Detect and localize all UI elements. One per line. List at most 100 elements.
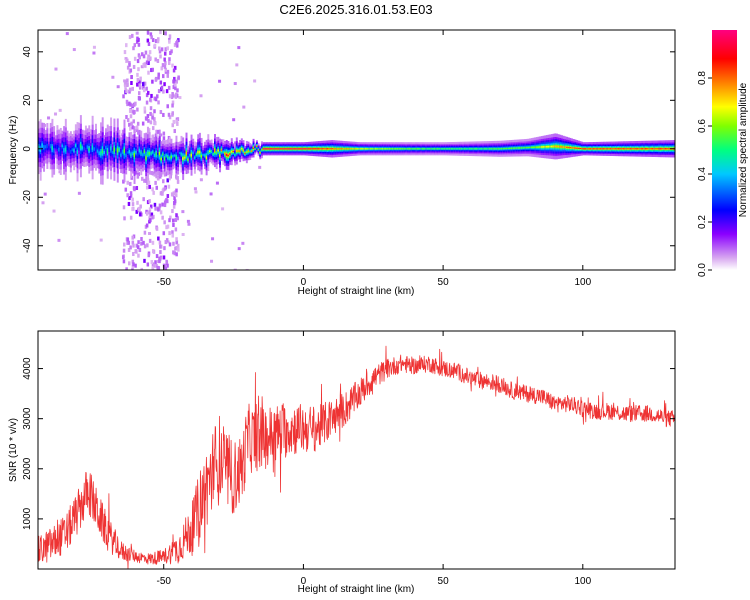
heatmap-noise-cell [143, 258, 146, 263]
heatmap-noise-cell [147, 118, 150, 123]
heatmap-band-cell [276, 148, 279, 150]
heatmap-noise-cell [126, 58, 129, 63]
heatmap-noise-cell [149, 120, 153, 125]
y-tick-label: 2000 [22, 457, 33, 480]
heatmap-noise-cell [193, 187, 197, 191]
heatmap-band-cell [262, 148, 265, 150]
heatmap-band-cell [162, 153, 165, 156]
heatmap-band-cell [307, 148, 310, 150]
heatmap-noise-cell [154, 260, 157, 265]
heatmap-noise-cell [132, 119, 135, 124]
heatmap-noise-cell [149, 56, 152, 61]
heatmap-band-cell [193, 156, 196, 159]
heatmap-band-cell [514, 147, 517, 149]
heatmap-band-cell [86, 145, 89, 149]
heatmap-noise-cell [142, 240, 145, 245]
heatmap-noise-cell [147, 180, 151, 185]
heatmap-band-cell [116, 148, 119, 153]
heatmap-band-cell [120, 153, 123, 157]
heatmap-band-cell [68, 148, 71, 152]
heatmap-band-cell [626, 148, 629, 150]
heatmap-noise-cell [174, 94, 178, 99]
heatmap-band-cell [597, 148, 600, 150]
heatmap-noise-cell [199, 178, 203, 182]
heatmap-band-cell [369, 148, 372, 150]
heatmap-band-cell [591, 148, 594, 150]
heatmap-band-cell [566, 146, 569, 149]
heatmap-noise-cell [138, 83, 141, 88]
heatmap-band-cell [89, 148, 92, 152]
heatmap-noise-cell [158, 256, 161, 261]
heatmap-noise-cell [137, 130, 140, 135]
heatmap-noise-cell [159, 133, 163, 137]
heatmap-noise-cell [164, 266, 168, 270]
heatmap-band-cell [190, 153, 193, 157]
heatmap-noise-cell [241, 241, 245, 245]
heatmap-band-cell [84, 144, 87, 149]
heatmap-band-cell [237, 150, 240, 152]
heatmap-band-cell [81, 146, 84, 150]
heatmap-band-cell [629, 148, 632, 150]
heatmap-band-cell [279, 148, 282, 150]
heatmap-band-cell [411, 148, 414, 150]
heatmap-band-cell [198, 150, 201, 154]
heatmap-band-cell [391, 148, 394, 150]
heatmap-noise-cell [171, 103, 174, 108]
heatmap-noise-cell [175, 193, 178, 198]
heatmap-band-cell [163, 157, 166, 160]
heatmap-band-cell [457, 148, 460, 150]
heatmap-band-cell [666, 148, 669, 150]
heatmap-band-cell [381, 148, 384, 150]
heatmap-noise-cell [149, 204, 153, 209]
heatmap-band-cell [532, 146, 535, 148]
heatmap-noise-cell [156, 265, 159, 270]
heatmap-band-cell [586, 148, 589, 150]
heatmap-band-cell [138, 148, 141, 153]
heatmap-band-cell [561, 146, 563, 148]
heatmap-noise-cell [159, 110, 163, 115]
heatmap-band-cell [41, 143, 44, 148]
heatmap-noise-cell [158, 49, 162, 54]
colorbar-gradient [712, 30, 737, 270]
heatmap-band-cell [498, 148, 501, 150]
heatmap-band-cell [56, 145, 59, 150]
heatmap-band-cell [408, 148, 411, 150]
heatmap-noise-cell [237, 46, 241, 50]
heatmap-band-cell [373, 148, 376, 150]
heatmap-band-cell [94, 145, 97, 150]
heatmap-band-cell [110, 146, 113, 151]
heatmap-band-cell [207, 151, 210, 154]
heatmap-noise-cell [148, 232, 152, 236]
heatmap-band-cell [628, 148, 631, 150]
heatmap-band-cell [607, 148, 610, 150]
heatmap-noise-cell [176, 216, 179, 221]
heatmap-noise-cell [163, 220, 166, 225]
heatmap-noise-cell [131, 202, 135, 207]
heatmap-band-cell [215, 151, 218, 155]
heatmap-noise-cell [145, 86, 148, 91]
heatmap-noise-cell [145, 185, 149, 190]
heatmap-noise-cell [158, 46, 161, 51]
heatmap-band-cell [658, 148, 661, 150]
heatmap-band-cell [574, 147, 577, 149]
heatmap-noise-cell [54, 112, 58, 116]
heatmap-noise-cell [234, 141, 238, 145]
heatmap-noise-cell [139, 76, 142, 81]
heatmap-band-cell [383, 148, 386, 150]
heatmap-band-cell [378, 148, 381, 150]
heatmap-band-cell [175, 156, 178, 160]
heatmap-noise-cell [128, 62, 131, 67]
heatmap-band-cell [292, 148, 295, 150]
heatmap-band-cell [552, 145, 555, 148]
heatmap-band-cell [639, 148, 642, 150]
heatmap-noise-cell [158, 203, 162, 208]
heatmap-band-cell [54, 145, 57, 148]
heatmap-noise-cell [253, 79, 257, 83]
heatmap-band-cell [649, 148, 652, 150]
heatmap-band-cell [485, 148, 488, 150]
heatmap-band-cell [165, 154, 168, 157]
heatmap-noise-cell [163, 57, 166, 62]
y-tick-label: 4000 [22, 357, 33, 380]
heatmap-noise-cell [174, 246, 177, 251]
heatmap-noise-cell [125, 43, 128, 48]
